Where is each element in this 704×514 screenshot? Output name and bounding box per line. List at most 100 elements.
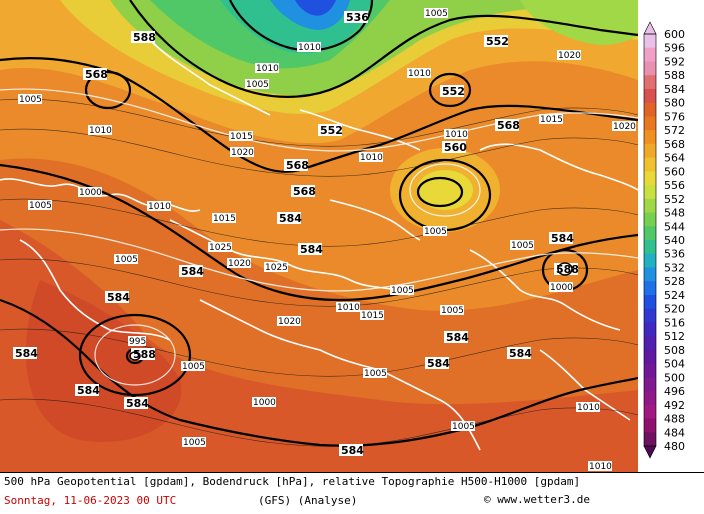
legend-tick-label: 588 — [664, 69, 685, 82]
label-geo-584-j: 584 — [444, 331, 469, 344]
svg-text:568: 568 — [497, 119, 520, 132]
legend-tick-label: 540 — [664, 234, 685, 247]
field-ne-green — [520, 0, 638, 45]
label-p-1005-b: 1005 — [28, 200, 52, 211]
legend-tick-label: 536 — [664, 248, 685, 261]
legend-swatch — [644, 253, 656, 268]
label-geo-568-cc: 568 — [291, 185, 316, 198]
low-marker-east — [557, 262, 573, 276]
geopotential-labels: 588 568 552 552 552 560 568 568 568 584 … — [13, 11, 579, 457]
label-p-1010-h: 1010 — [297, 42, 321, 53]
label-p-1020-e: 1020 — [612, 121, 636, 132]
legend-tick-label: 500 — [664, 371, 685, 384]
svg-text:1025: 1025 — [265, 263, 288, 273]
label-p-1005-f: 1005 — [390, 285, 414, 296]
legend-swatch — [644, 34, 656, 49]
legend-swatch — [644, 391, 656, 406]
svg-text:1005: 1005 — [364, 369, 387, 379]
legend-swatch — [644, 143, 656, 159]
label-geo-588-e: 588 — [554, 263, 579, 276]
label-geo-584-k: 584 — [507, 347, 532, 360]
svg-text:552: 552 — [486, 35, 509, 48]
legend-tick-label: 596 — [664, 42, 685, 55]
geopotential-contours — [0, 0, 638, 447]
svg-text:584: 584 — [181, 265, 204, 278]
svg-text:588: 588 — [133, 348, 156, 361]
svg-text:1005: 1005 — [511, 241, 534, 251]
label-geo-584-h: 584 — [339, 444, 364, 457]
svg-text:568: 568 — [293, 185, 316, 198]
svg-text:588: 588 — [556, 263, 579, 276]
svg-text:1015: 1015 — [213, 214, 236, 224]
legend-swatch — [644, 404, 656, 420]
legend-swatch — [644, 240, 656, 255]
legend-arrow-up-icon — [643, 21, 657, 35]
label-p-1025-b: 1025 — [264, 262, 288, 273]
svg-text:552: 552 — [320, 124, 343, 137]
label-p-1000-a: 1000 — [78, 187, 102, 198]
legend-tick-label: 492 — [664, 399, 685, 412]
legend-tick-label: 556 — [664, 179, 685, 192]
label-geo-584-a: 584 — [277, 212, 302, 225]
label-p-1005-j: 1005 — [451, 421, 475, 432]
label-geo-536: 536 — [344, 11, 369, 24]
legend-swatch — [644, 116, 656, 131]
legend-swatch — [644, 432, 656, 447]
footer-copyright: © www.wetter3.de — [484, 493, 590, 506]
svg-text:1010: 1010 — [360, 153, 383, 163]
legend-swatch — [644, 130, 656, 145]
label-p-1015-a: 1015 — [229, 131, 253, 142]
svg-text:1000: 1000 — [253, 398, 276, 408]
legend-swatch — [644, 363, 656, 378]
legend-tick-label: 484 — [664, 426, 685, 439]
pressure-labels: 1005 1010 1015 1020 1025 1000 995 1005 1… — [18, 8, 636, 472]
svg-text:584: 584 — [427, 357, 450, 370]
label-p-1005-l: 1005 — [245, 79, 269, 90]
svg-text:1010: 1010 — [408, 69, 431, 79]
svg-text:1010: 1010 — [148, 202, 171, 212]
label-p-1005-d: 1005 — [423, 226, 447, 237]
svg-text:1005: 1005 — [182, 362, 205, 372]
svg-text:1010: 1010 — [577, 403, 600, 413]
label-geo-584-i: 584 — [425, 357, 450, 370]
legend-tick-label: 520 — [664, 303, 685, 316]
label-p-1010-j: 1010 — [407, 68, 431, 79]
svg-text:1005: 1005 — [441, 306, 464, 316]
legend-swatch — [644, 157, 656, 172]
label-p-1020-b: 1020 — [227, 258, 251, 269]
label-geo-584-g: 584 — [124, 397, 149, 410]
label-geo-584-b: 584 — [298, 243, 323, 256]
svg-text:1015: 1015 — [540, 115, 563, 125]
legend-swatch — [644, 75, 656, 90]
label-p-995: 995 — [128, 336, 146, 347]
svg-text:1010: 1010 — [589, 462, 612, 472]
legend-swatch — [644, 198, 656, 214]
legend-tick-label: 496 — [664, 385, 685, 398]
svg-text:536: 536 — [346, 11, 369, 24]
legend-tick-label: 488 — [664, 413, 685, 426]
svg-text:560: 560 — [444, 141, 467, 154]
label-p-1025-a: 1025 — [208, 242, 232, 253]
label-p-1005-e: 1005 — [510, 240, 534, 251]
legend-swatch — [644, 212, 656, 227]
legend-swatch — [644, 322, 656, 337]
label-p-1010-c: 1010 — [359, 152, 383, 163]
footer-model: (GFS) (Analyse) — [258, 494, 358, 507]
legend-swatch — [644, 336, 656, 351]
svg-text:1015: 1015 — [230, 132, 253, 142]
label-geo-552-ne: 552 — [484, 35, 509, 48]
label-p-1015-c: 1015 — [360, 310, 384, 321]
legend-tick-label: 480 — [664, 440, 685, 453]
topography-contours — [0, 88, 638, 386]
svg-text:584: 584 — [509, 347, 532, 360]
label-p-1015-b: 1015 — [212, 213, 236, 224]
label-geo-568-w: 568 — [83, 68, 108, 81]
legend-swatch — [644, 171, 656, 186]
label-geo-588-nw: 588 — [131, 31, 156, 44]
svg-text:584: 584 — [107, 291, 130, 304]
label-geo-588-low: 588 — [131, 348, 156, 361]
footer: 500 hPa Geopotential [gpdam], Bodendruck… — [0, 472, 704, 514]
label-p-1010-g: 1010 — [588, 461, 612, 472]
label-geo-568-ne: 568 — [495, 119, 520, 132]
svg-text:1005: 1005 — [391, 286, 414, 296]
